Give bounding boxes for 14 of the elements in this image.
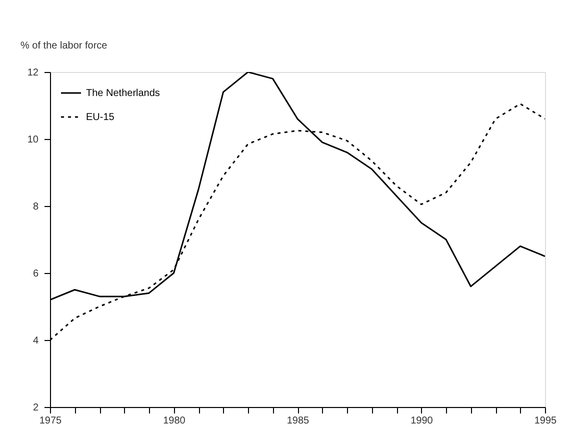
y-axis-title: % of the labor force bbox=[20, 40, 108, 52]
legend-label: The Netherlands bbox=[86, 88, 160, 99]
x-tick-label: 1975 bbox=[39, 416, 62, 426]
x-tick-label: 1985 bbox=[286, 416, 310, 426]
x-tick-label: 1990 bbox=[410, 416, 434, 426]
legend-label: EU-15 bbox=[86, 112, 115, 123]
y-tick-label: 8 bbox=[32, 202, 39, 212]
y-tick-label: 4 bbox=[32, 336, 39, 346]
y-tick-label: 12 bbox=[27, 68, 39, 78]
y-tick-label: 2 bbox=[32, 402, 39, 414]
x-tick-label: 1995 bbox=[534, 416, 558, 426]
x-tick-label: 1980 bbox=[163, 416, 186, 426]
y-tick-label: 6 bbox=[32, 268, 39, 280]
y-tick-label: 10 bbox=[27, 134, 39, 146]
